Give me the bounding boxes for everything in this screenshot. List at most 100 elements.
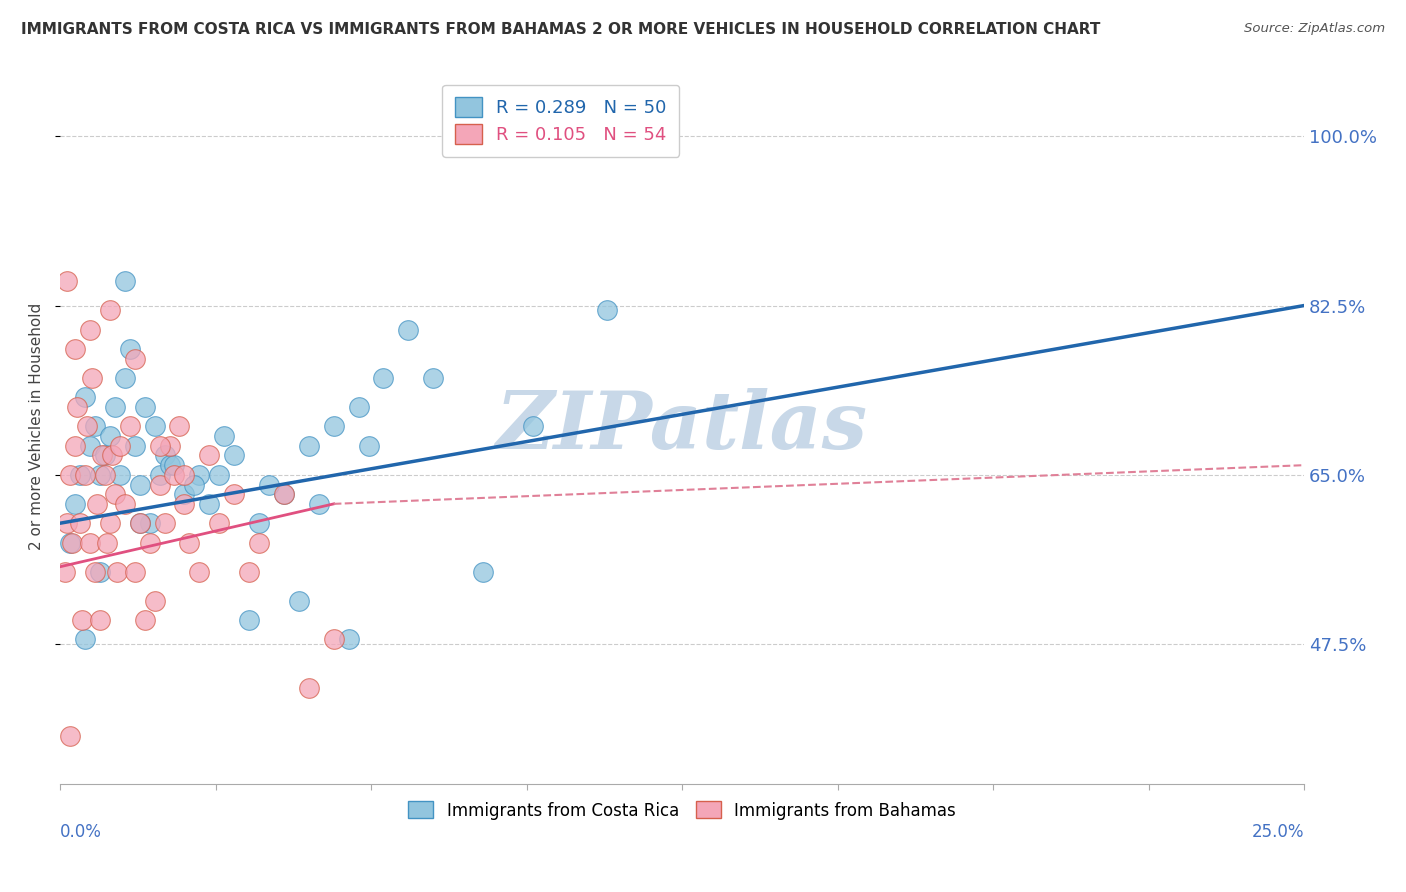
Point [82,371,104,385]
Text: IMMIGRANTS FROM COSTA RICA VS IMMIGRANTS FROM BAHAMAS 2 OR MORE VEHICLES IN HOUS: IMMIGRANTS FROM COSTA RICA VS IMMIGRANTS… [21,22,1101,37]
Point [98,516,121,531]
Point [83,565,105,579]
Point [94,449,117,463]
Point [134,613,156,627]
Point [153,516,176,531]
Point [79,439,101,453]
Point [148,477,170,491]
Point [83,419,105,434]
Point [208,516,231,531]
Point [347,400,370,414]
Point [89,565,111,579]
Point [173,497,195,511]
Point [105,565,128,579]
Point [128,477,150,491]
Text: 25.0%: 25.0% [1251,823,1305,841]
Point [179,535,201,549]
Point [396,323,419,337]
Point [224,449,246,463]
Point [472,565,495,579]
Point [596,303,619,318]
Point [238,565,260,579]
Point [198,449,221,463]
Point [56,516,79,531]
Point [56,274,79,288]
Point [153,449,176,463]
Point [124,565,146,579]
Point [273,487,295,501]
Point [91,449,114,463]
Point [53,565,76,579]
Point [357,439,380,453]
Point [94,467,117,482]
Point [322,632,344,647]
Point [522,419,544,434]
Point [86,497,108,511]
Point [96,535,118,549]
Text: 0.0%: 0.0% [60,823,101,841]
Point [208,467,231,482]
Point [308,497,330,511]
Point [69,467,91,482]
Point [298,439,321,453]
Point [298,681,321,695]
Point [69,516,91,531]
Point [63,497,86,511]
Point [188,565,211,579]
Point [183,477,205,491]
Point [73,632,96,647]
Point [114,371,136,385]
Legend: Immigrants from Costa Rica, Immigrants from Bahamas: Immigrants from Costa Rica, Immigrants f… [402,795,962,826]
Point [422,371,444,385]
Point [101,449,124,463]
Point [169,419,191,434]
Point [89,467,111,482]
Point [72,613,94,627]
Point [98,429,121,443]
Point [148,467,170,482]
Point [89,613,111,627]
Point [118,419,141,434]
Point [288,593,311,607]
Point [118,342,141,356]
Point [159,439,181,453]
Point [124,351,146,366]
Point [337,632,360,647]
Point [247,516,270,531]
Point [114,274,136,288]
Point [104,400,127,414]
Point [143,419,166,434]
Point [273,487,295,501]
Point [159,458,181,472]
Point [79,323,101,337]
Point [73,391,96,405]
Point [148,439,170,453]
Point [224,487,246,501]
Point [66,400,89,414]
Point [163,467,186,482]
Point [257,477,280,491]
Point [62,535,84,549]
Point [238,613,260,627]
Point [173,467,195,482]
Point [108,439,131,453]
Text: ZIPatlas: ZIPatlas [496,388,868,466]
Point [173,487,195,501]
Point [143,593,166,607]
Point [59,729,82,743]
Text: Source: ZipAtlas.com: Source: ZipAtlas.com [1244,22,1385,36]
Point [247,535,270,549]
Point [98,303,121,318]
Point [322,419,344,434]
Point [63,342,86,356]
Point [138,516,160,531]
Point [198,497,221,511]
Point [128,516,150,531]
Point [163,458,186,472]
Point [59,467,82,482]
Y-axis label: 2 or more Vehicles in Household: 2 or more Vehicles in Household [30,303,44,550]
Point [63,439,86,453]
Point [138,535,160,549]
Point [73,467,96,482]
Point [128,516,150,531]
